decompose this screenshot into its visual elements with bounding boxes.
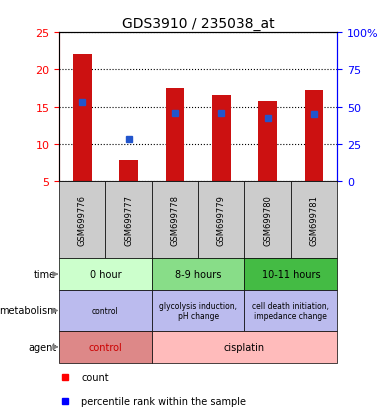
Text: percentile rank within the sample: percentile rank within the sample [81, 396, 246, 406]
FancyBboxPatch shape [245, 182, 291, 258]
FancyBboxPatch shape [152, 291, 245, 331]
Text: control: control [92, 306, 119, 315]
Text: glycolysis induction,
pH change: glycolysis induction, pH change [159, 301, 237, 320]
Text: cell death initiation,
impedance change: cell death initiation, impedance change [252, 301, 329, 320]
Text: count: count [81, 373, 109, 382]
Text: GSM699778: GSM699778 [170, 195, 179, 245]
Bar [212, 96, 231, 182]
FancyBboxPatch shape [152, 182, 198, 258]
FancyBboxPatch shape [291, 182, 337, 258]
Text: control: control [88, 342, 122, 352]
Bar [258, 102, 277, 182]
FancyBboxPatch shape [245, 291, 337, 331]
Text: GSM699776: GSM699776 [78, 195, 87, 245]
FancyBboxPatch shape [245, 258, 337, 291]
Bar [305, 91, 323, 182]
Text: GSM699780: GSM699780 [263, 195, 272, 245]
FancyBboxPatch shape [106, 182, 152, 258]
Bar [166, 89, 184, 182]
Text: 8-9 hours: 8-9 hours [175, 269, 221, 279]
Title: GDS3910 / 235038_at: GDS3910 / 235038_at [122, 17, 274, 31]
FancyBboxPatch shape [59, 258, 152, 291]
Text: metabolism: metabolism [0, 306, 56, 316]
FancyBboxPatch shape [59, 291, 152, 331]
Bar [119, 160, 138, 182]
FancyBboxPatch shape [152, 331, 337, 363]
FancyBboxPatch shape [59, 182, 106, 258]
Text: GSM699781: GSM699781 [309, 195, 319, 245]
Text: GSM699779: GSM699779 [217, 195, 226, 245]
FancyBboxPatch shape [198, 182, 245, 258]
Text: agent: agent [28, 342, 56, 352]
Text: cisplatin: cisplatin [224, 342, 265, 352]
FancyBboxPatch shape [152, 258, 245, 291]
Text: time: time [34, 269, 56, 279]
Text: 0 hour: 0 hour [90, 269, 121, 279]
FancyBboxPatch shape [59, 331, 152, 363]
Text: GSM699777: GSM699777 [124, 195, 133, 245]
Text: 10-11 hours: 10-11 hours [261, 269, 320, 279]
Bar [73, 55, 91, 182]
